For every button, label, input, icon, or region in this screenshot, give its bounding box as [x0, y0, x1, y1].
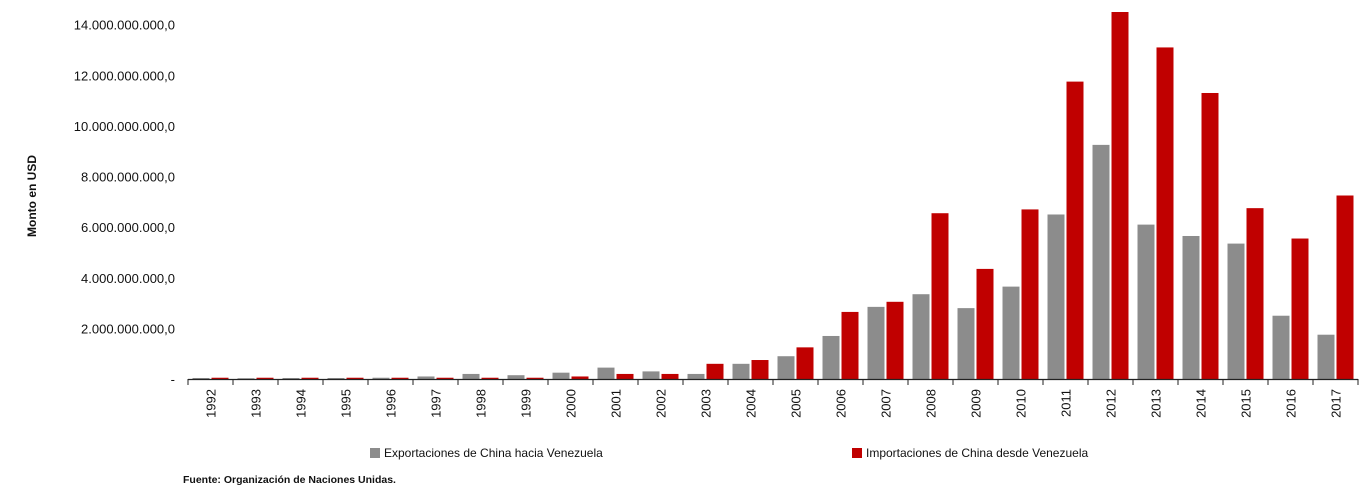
bar-exportaciones — [552, 372, 570, 379]
y-axis-ticks: - 2.000.000.000,0 4.000.000.000,0 6.000.000… — [74, 18, 175, 387]
x-tick-label: 2017 — [1329, 389, 1344, 418]
bar-exportaciones — [912, 294, 930, 379]
x-tick-label: 2007 — [879, 389, 894, 418]
y-axis-label-group: Monto en USD — [25, 155, 39, 237]
bar-importaciones — [391, 377, 409, 379]
x-axis-ticks: 1992 1993 1994 1995 1996 1997 1998 1999 2000 2001… — [187, 379, 1359, 418]
bar-exportaciones — [282, 377, 300, 379]
x-tick-label: 1996 — [384, 389, 399, 418]
x-tick-label: 2005 — [789, 389, 804, 418]
bar-importaciones — [481, 377, 499, 379]
bar-exportaciones — [642, 371, 660, 379]
x-tick-label: 1999 — [519, 389, 534, 418]
x-tick-label: 1992 — [204, 389, 219, 418]
bar-exportaciones — [1137, 224, 1155, 379]
bar-importaciones — [841, 311, 859, 379]
y-tick-label: 8.000.000.000,0 — [81, 170, 175, 185]
legend-label: Importaciones de China desde Venezuela — [866, 446, 1088, 460]
bar-exportaciones — [867, 306, 885, 379]
x-tick-label: 2010 — [1014, 389, 1029, 418]
legend-label: Exportaciones de China hacia Venezuela — [384, 446, 603, 460]
legend-swatch — [370, 448, 380, 458]
y-tick-label: 6.000.000.000,0 — [81, 220, 175, 235]
x-tick-label: 2003 — [699, 389, 714, 418]
x-tick-label: 2012 — [1104, 389, 1119, 418]
bar-exportaciones — [462, 373, 480, 379]
bar-importaciones — [346, 377, 364, 379]
bar-exportaciones — [1227, 243, 1245, 379]
bar-exportaciones — [1002, 286, 1020, 379]
x-tick-label: 2006 — [834, 389, 849, 418]
x-tick-label: 2001 — [609, 389, 624, 418]
y-tick-label: 10.000.000.000,0 — [74, 119, 175, 134]
bar-importaciones — [1336, 195, 1354, 379]
bar-exportaciones — [417, 376, 435, 379]
x-tick-label: 2013 — [1149, 389, 1164, 418]
bar-importaciones — [256, 377, 274, 379]
bar-importaciones — [931, 213, 949, 379]
x-tick-label: 2008 — [924, 389, 939, 418]
legend: Exportaciones de China hacia Venezuela Im… — [370, 446, 1088, 460]
bar-exportaciones — [1272, 315, 1290, 379]
bar-exportaciones — [957, 308, 975, 379]
bar-importaciones — [211, 377, 229, 379]
y-tick-label: 12.000.000.000,0 — [74, 68, 175, 83]
legend-swatch — [852, 448, 862, 458]
x-tick-label: 2011 — [1059, 389, 1074, 417]
bar-importaciones — [1291, 238, 1309, 379]
bar-exportaciones — [1182, 235, 1200, 379]
bar-exportaciones — [597, 367, 615, 379]
bar-importaciones — [301, 377, 319, 379]
bar-importaciones — [796, 347, 814, 379]
bar-importaciones — [661, 373, 679, 379]
bar-exportaciones — [327, 377, 345, 379]
x-tick-label: 2014 — [1194, 389, 1209, 418]
bar-importaciones — [1246, 208, 1264, 379]
bar-exportaciones — [687, 373, 705, 379]
bar-importaciones — [1156, 47, 1174, 380]
bar-importaciones — [436, 377, 454, 379]
bar-exportaciones — [732, 363, 750, 379]
x-tick-label: 2002 — [654, 389, 669, 418]
y-tick-label: 2.000.000.000,0 — [81, 321, 175, 336]
y-tick-label: 14.000.000.000,0 — [74, 18, 175, 33]
x-tick-label: 1993 — [249, 389, 264, 418]
source-note: Fuente: Organización de Naciones Unidas. — [183, 474, 396, 486]
bar-exportaciones — [237, 378, 255, 379]
bar-importaciones — [1111, 12, 1129, 379]
bar-importaciones — [976, 268, 994, 379]
bar-exportaciones — [1317, 334, 1335, 379]
bar-exportaciones — [192, 377, 210, 379]
bar-exportaciones — [1092, 144, 1110, 379]
bar-importaciones — [571, 376, 589, 379]
y-tick-label: 4.000.000.000,0 — [81, 271, 175, 286]
bar-exportaciones — [822, 335, 840, 379]
x-tick-label: 1995 — [339, 389, 354, 418]
x-tick-label: 2000 — [564, 389, 579, 418]
x-tick-label: 2015 — [1239, 389, 1254, 418]
bar-importaciones — [1201, 92, 1219, 379]
x-tick-label: 1994 — [294, 389, 309, 418]
bar-exportaciones — [1047, 214, 1065, 379]
x-tick-label: 1997 — [429, 389, 444, 418]
bar-importaciones — [886, 301, 904, 379]
y-axis-title: Monto en USD — [25, 155, 39, 237]
bars — [192, 12, 1354, 380]
bar-exportaciones — [372, 377, 390, 379]
bar-exportaciones — [777, 356, 795, 379]
bar-importaciones — [706, 363, 724, 379]
bar-importaciones — [616, 373, 634, 379]
x-tick-label: 2004 — [744, 389, 759, 418]
x-tick-label: 2009 — [969, 389, 984, 418]
x-tick-label: 2016 — [1284, 389, 1299, 418]
bar-importaciones — [1066, 81, 1084, 379]
x-tick-label: 1998 — [474, 389, 489, 418]
bar-importaciones — [751, 360, 769, 379]
bar-exportaciones — [507, 375, 525, 379]
bar-importaciones — [1021, 209, 1039, 379]
y-tick-label: - — [171, 372, 175, 387]
bar-importaciones — [526, 377, 544, 379]
